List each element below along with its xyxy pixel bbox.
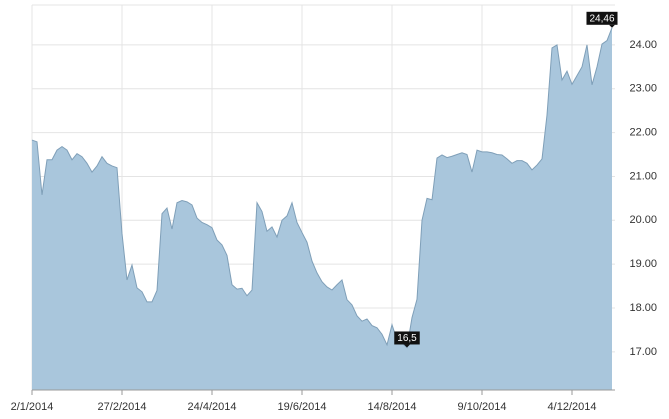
y-tick-label: 18.00: [629, 302, 657, 314]
y-tick-label: 20.00: [629, 214, 657, 226]
flag-pointer: [404, 344, 410, 348]
x-tick-label: 4/12/2014: [548, 401, 597, 413]
x-tick-label: 19/6/2014: [278, 401, 327, 413]
area: [32, 27, 612, 391]
x-tick-label: 24/4/2014: [188, 401, 237, 413]
flag-text: 16,5: [397, 333, 417, 344]
flag-box: [586, 11, 618, 25]
flag-label: 16,5: [394, 331, 420, 348]
x-tick-label: 14/8/2014: [368, 401, 417, 413]
x-tick-label: 2/1/2014: [11, 401, 54, 413]
y-tick-label: 24.00: [629, 39, 657, 51]
flag-box: [394, 331, 420, 345]
flag-pointer: [609, 24, 615, 28]
flag-label: 24,46: [586, 11, 618, 28]
x-tick-label: 27/2/2014: [98, 401, 147, 413]
y-tick-label: 19.00: [629, 258, 657, 270]
line: [31, 27, 613, 349]
x-tick-label: 9/10/2014: [458, 401, 507, 413]
y-tick-label: 17.00: [629, 346, 657, 358]
y-tick-label: 21.00: [629, 170, 657, 182]
y-tick-label: 23.00: [629, 83, 657, 95]
y-tick-label: 22.00: [629, 127, 657, 139]
flag-text: 24,46: [589, 13, 614, 24]
